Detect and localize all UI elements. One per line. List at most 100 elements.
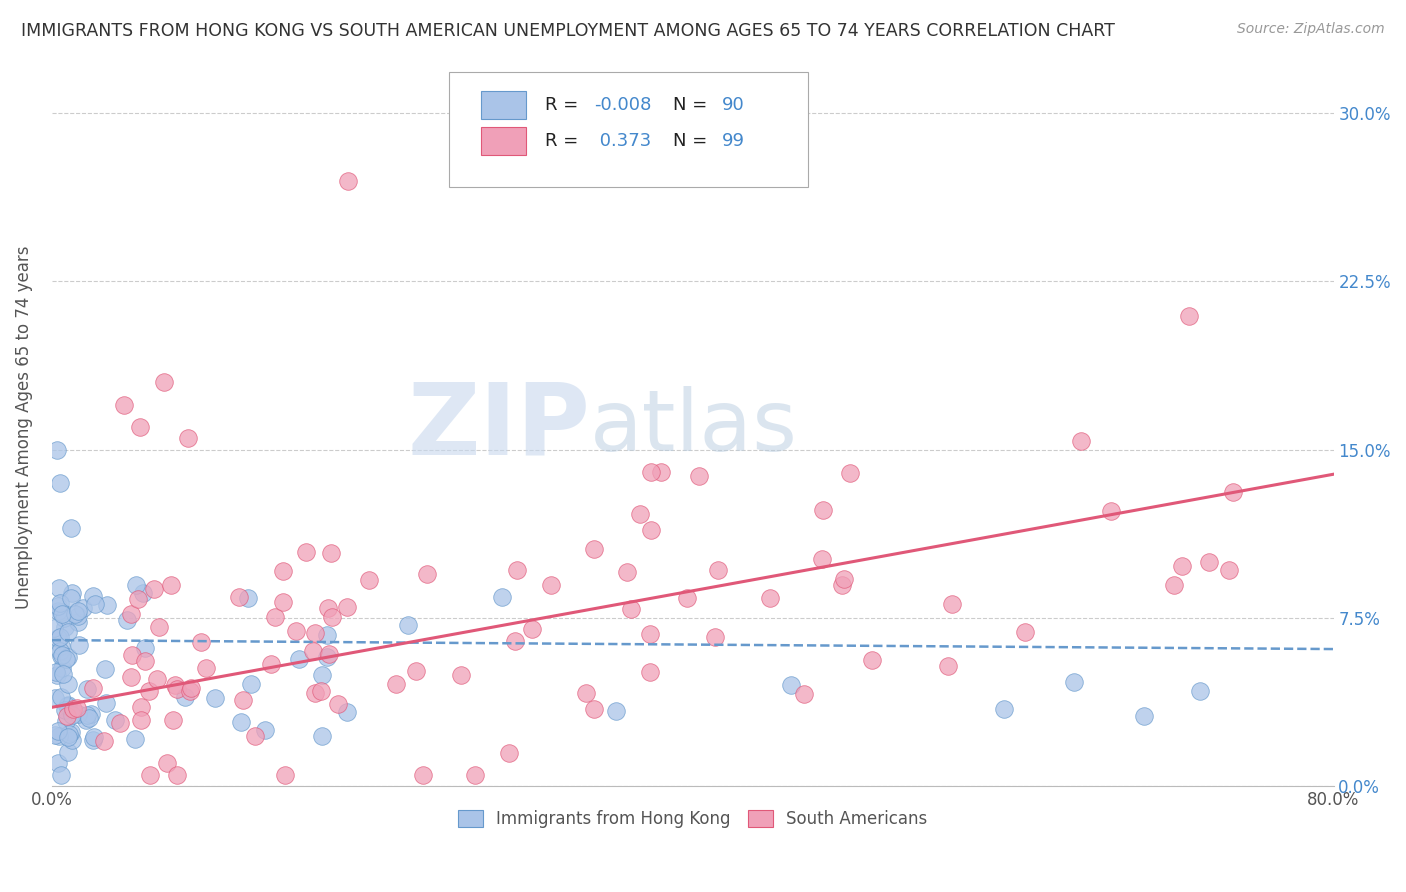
- Point: [319, 546, 342, 560]
- Point: [688, 469, 710, 483]
- Y-axis label: Unemployment Among Ages 65 to 74 years: Unemployment Among Ages 65 to 74 years: [15, 245, 32, 609]
- Point: [304, 626, 326, 640]
- Point: [49, 476, 72, 491]
- Point: [46, 756, 69, 771]
- Point: [405, 664, 427, 678]
- Point: [45, 665, 67, 679]
- Point: [337, 173, 360, 187]
- Point: [450, 668, 472, 682]
- Point: [309, 683, 332, 698]
- Point: [51, 767, 73, 781]
- Point: [174, 690, 197, 705]
- Point: [51, 648, 73, 663]
- Text: 99: 99: [723, 132, 745, 150]
- Point: [1171, 559, 1194, 574]
- Point: [232, 693, 254, 707]
- Point: [304, 686, 326, 700]
- Point: [56, 709, 79, 723]
- Point: [831, 578, 853, 592]
- Point: [254, 723, 277, 737]
- Point: [1178, 309, 1201, 323]
- Point: [58, 727, 80, 741]
- Point: [1099, 504, 1122, 518]
- Point: [49, 630, 72, 644]
- Point: [285, 624, 308, 639]
- Point: [336, 600, 359, 615]
- Point: [412, 767, 434, 781]
- Point: [359, 573, 381, 587]
- Point: [628, 507, 651, 521]
- Point: [66, 608, 89, 623]
- Point: [640, 465, 662, 479]
- Point: [44, 690, 66, 705]
- Point: [76, 707, 98, 722]
- Point: [238, 591, 260, 605]
- Text: R =: R =: [546, 132, 585, 150]
- Point: [302, 644, 325, 658]
- Point: [58, 650, 80, 665]
- Point: [832, 572, 855, 586]
- Point: [707, 563, 730, 577]
- Point: [82, 732, 104, 747]
- Point: [813, 503, 835, 517]
- Point: [288, 652, 311, 666]
- Point: [416, 566, 439, 581]
- Point: [1188, 684, 1211, 698]
- Point: [46, 599, 69, 614]
- Point: [328, 697, 350, 711]
- Point: [315, 628, 337, 642]
- Point: [112, 398, 135, 412]
- Point: [120, 670, 142, 684]
- Point: [51, 639, 73, 653]
- Point: [60, 708, 83, 723]
- Point: [46, 723, 69, 738]
- Point: [583, 542, 606, 557]
- Point: [318, 648, 340, 662]
- Point: [540, 578, 562, 592]
- Point: [271, 595, 294, 609]
- Point: [60, 732, 83, 747]
- Text: N =: N =: [673, 96, 713, 114]
- Point: [190, 634, 212, 648]
- Point: [605, 704, 627, 718]
- Point: [104, 713, 127, 727]
- Point: [166, 681, 188, 696]
- Point: [62, 701, 84, 715]
- Point: [48, 644, 70, 658]
- Point: [131, 713, 153, 727]
- Point: [67, 638, 90, 652]
- Point: [166, 767, 188, 781]
- Point: [148, 620, 170, 634]
- Point: [384, 677, 406, 691]
- Point: [860, 652, 883, 666]
- Point: [72, 601, 94, 615]
- Point: [93, 734, 115, 748]
- Point: [159, 578, 181, 592]
- Point: [132, 586, 155, 600]
- Point: [94, 696, 117, 710]
- Point: [59, 521, 82, 535]
- Point: [134, 641, 156, 656]
- Point: [60, 725, 83, 739]
- Point: [271, 564, 294, 578]
- Text: N =: N =: [673, 132, 713, 150]
- Legend: Immigrants from Hong Kong, South Americans: Immigrants from Hong Kong, South America…: [451, 804, 934, 835]
- Point: [311, 729, 333, 743]
- Point: [51, 607, 73, 622]
- Text: IMMIGRANTS FROM HONG KONG VS SOUTH AMERICAN UNEMPLOYMENT AMONG AGES 65 TO 74 YEA: IMMIGRANTS FROM HONG KONG VS SOUTH AMERI…: [21, 22, 1115, 40]
- Point: [1163, 578, 1185, 592]
- Point: [56, 731, 79, 745]
- Point: [163, 678, 186, 692]
- Point: [993, 701, 1015, 715]
- Point: [82, 681, 104, 695]
- Point: [79, 707, 101, 722]
- Point: [84, 597, 107, 611]
- Point: [146, 672, 169, 686]
- Point: [491, 590, 513, 604]
- Text: atlas: atlas: [591, 385, 799, 468]
- Point: [82, 589, 104, 603]
- Point: [44, 621, 66, 635]
- Point: [638, 627, 661, 641]
- Point: [53, 611, 76, 625]
- Point: [582, 702, 605, 716]
